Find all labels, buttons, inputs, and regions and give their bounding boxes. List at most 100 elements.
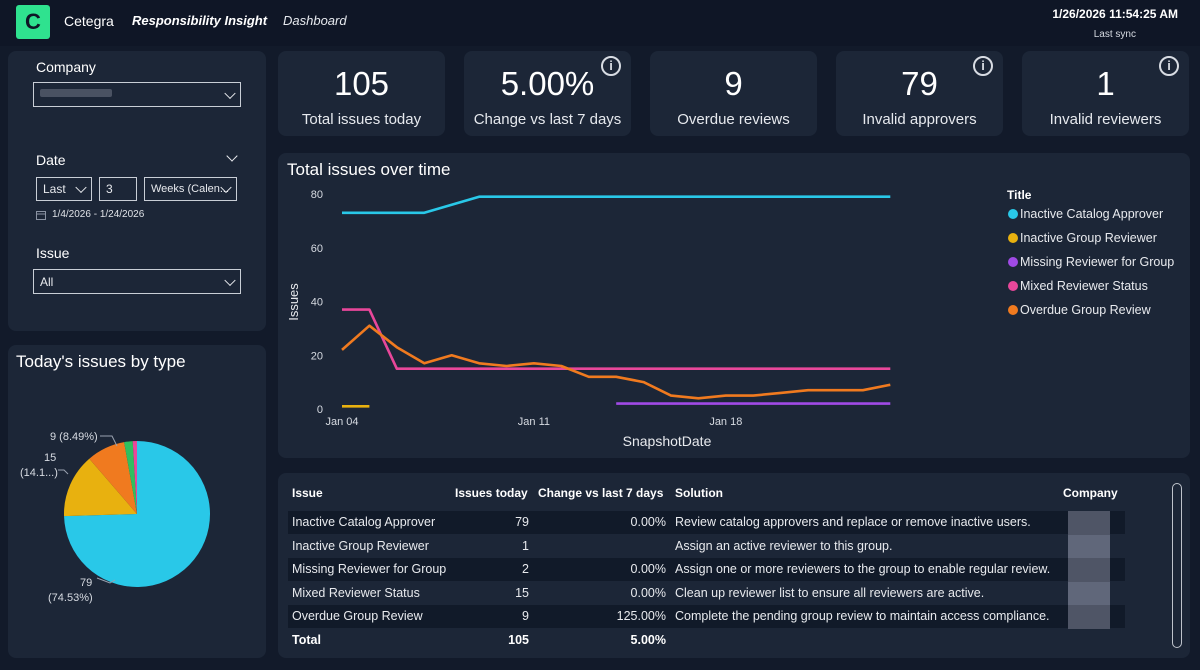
kpi-card: 105 Total issues today [278, 51, 445, 136]
legend-label[interactable]: Inactive Catalog Approver [1020, 207, 1163, 221]
company-label: Company [36, 59, 96, 75]
cell-issues-today: 15 [515, 585, 529, 600]
total-change: 5.00% [630, 632, 666, 647]
legend-label[interactable]: Overdue Group Review [1020, 303, 1152, 317]
x-tick-label: Jan 04 [325, 416, 358, 428]
x-axis-title: SnapshotDate [623, 433, 712, 449]
total-issues-today: 105 [508, 632, 529, 647]
cell-solution: Assign an active reviewer to this group. [675, 538, 893, 553]
legend-marker [1008, 233, 1018, 243]
cell-solution: Complete the pending group review to mai… [675, 609, 1050, 623]
y-tick-label: 60 [311, 243, 323, 255]
total-label: Total [292, 632, 321, 647]
issue-dropdown[interactable]: All [33, 269, 241, 294]
kpi-label: Overdue reviews [677, 111, 790, 128]
pie-data-label: 15 [44, 452, 56, 464]
issues-over-time-card: Total issues over time [278, 153, 1190, 458]
issues-by-type-card: Today's issues by type [8, 345, 266, 658]
info-icon[interactable]: i [601, 56, 621, 76]
kpi-label: Invalid reviewers [1049, 111, 1162, 128]
info-icon[interactable]: i [973, 56, 993, 76]
issue-value: All [40, 274, 54, 289]
kpi-card: 5.00% Change vs last 7 days i [464, 51, 631, 136]
kpi-value: 9 [724, 65, 743, 102]
cell-solution: Review catalog approvers and replace or … [675, 515, 1031, 529]
pie-data-label: (14.1...) [20, 467, 58, 479]
series-line[interactable] [342, 308, 891, 371]
legend-marker [1008, 209, 1018, 219]
pie-leader-line [58, 469, 69, 475]
kpi-card: 9 Overdue reviews [650, 51, 817, 136]
company-cell-masked [1068, 558, 1110, 582]
date-mode-dropdown[interactable]: Last [36, 177, 92, 201]
y-tick-label: 80 [311, 189, 323, 201]
issue-label: Issue [36, 245, 70, 261]
series-line[interactable] [342, 195, 891, 215]
column-header-solution[interactable]: Solution [675, 486, 723, 500]
table-scrollbar[interactable] [1172, 483, 1182, 648]
top-bar: C Cetegra Responsibility Insight Dashboa… [0, 0, 1200, 46]
legend-label[interactable]: Missing Reviewer for Group [1020, 255, 1174, 269]
y-tick-label: 20 [311, 350, 323, 362]
y-tick-label: 0 [317, 404, 323, 416]
cell-issues-today: 2 [522, 562, 529, 576]
info-icon[interactable]: i [1159, 56, 1179, 76]
series-line[interactable] [341, 324, 891, 400]
date-count-input[interactable]: 3 [99, 177, 137, 201]
pie-slice[interactable] [63, 458, 137, 517]
pie-slice[interactable] [89, 442, 137, 514]
cell-issue: Mixed Reviewer Status [292, 585, 420, 600]
cell-change: 0.00% [630, 585, 666, 600]
calendar-icon [36, 211, 46, 220]
table-row[interactable]: Mixed Reviewer Status 15 0.00% Clean up rev… [288, 581, 1125, 606]
legend-marker [1008, 305, 1018, 315]
kpi-value: 79 [901, 65, 938, 102]
kpi-card: 1 Invalid reviewers i [1022, 51, 1189, 136]
pie-data-label: (74.53%) [48, 592, 93, 604]
legend-marker [1008, 281, 1018, 291]
kpi-label: Total issues today [301, 111, 422, 128]
company-cell-masked [1068, 581, 1110, 606]
kpi-value: 1 [1096, 65, 1115, 102]
kpi-label: Change vs last 7 days [473, 111, 622, 128]
pie-data-label: 79 [80, 577, 92, 589]
date-unit-dropdown[interactable]: Weeks (Calen... [144, 177, 237, 201]
y-axis-title: Issues [286, 283, 301, 321]
column-header-issues-today[interactable]: Issues today [455, 486, 528, 500]
table-row[interactable]: Inactive Group Reviewer 1 Assign an active… [288, 534, 1125, 559]
company-cell-masked [1068, 605, 1110, 629]
cell-issue: Inactive Catalog Approver [292, 515, 436, 529]
pie-slice[interactable] [64, 441, 210, 587]
table-row[interactable]: Missing Reviewer for Group 2 0.00% Assign o… [288, 558, 1125, 582]
x-tick-label: Jan 18 [709, 416, 742, 428]
pie-slice[interactable] [124, 441, 137, 514]
pie-slice[interactable] [132, 441, 137, 514]
legend-label[interactable]: Mixed Reviewer Status [1020, 279, 1148, 293]
pie-data-label: 9 (8.49%) [50, 431, 98, 443]
legend-label[interactable]: Inactive Group Reviewer [1020, 231, 1157, 245]
cell-solution: Assign one or more reviewers to the grou… [675, 562, 1051, 576]
pie-leader-line [100, 435, 118, 447]
column-header-issue[interactable]: Issue [292, 486, 323, 500]
table-row[interactable]: Inactive Catalog Approver 79 0.00% Review c… [288, 511, 1125, 535]
company-cell-masked [1068, 534, 1110, 559]
filter-panel: Company Date Last 3 Weeks (Calen... 1/4/… [8, 51, 266, 331]
company-dropdown[interactable] [33, 82, 241, 107]
column-header-company[interactable]: Company [1063, 486, 1118, 500]
sync-timestamp: 1/26/2026 11:54:25 AM [1052, 7, 1178, 21]
x-tick-label: Jan 11 [518, 416, 550, 428]
cell-solution: Clean up reviewer list to ensure all rev… [675, 585, 985, 600]
line-chart-title: Total issues over time [287, 160, 451, 179]
cell-change: 0.00% [630, 562, 666, 576]
kpi-label: Invalid approvers [862, 111, 977, 128]
breadcrumb[interactable]: Dashboard [283, 13, 347, 28]
sync-label: Last sync [1093, 29, 1136, 40]
brand-name: Cetegra [64, 13, 114, 29]
company-value-masked [40, 89, 112, 97]
cetegra-logo[interactable]: C [16, 5, 50, 39]
cell-issue: Missing Reviewer for Group [292, 562, 447, 576]
column-header-change[interactable]: Change vs last 7 days [538, 486, 664, 500]
table-row[interactable]: Overdue Group Review 9 125.00% Complete the… [288, 605, 1125, 629]
kpi-card: 79 Invalid approvers i [836, 51, 1003, 136]
